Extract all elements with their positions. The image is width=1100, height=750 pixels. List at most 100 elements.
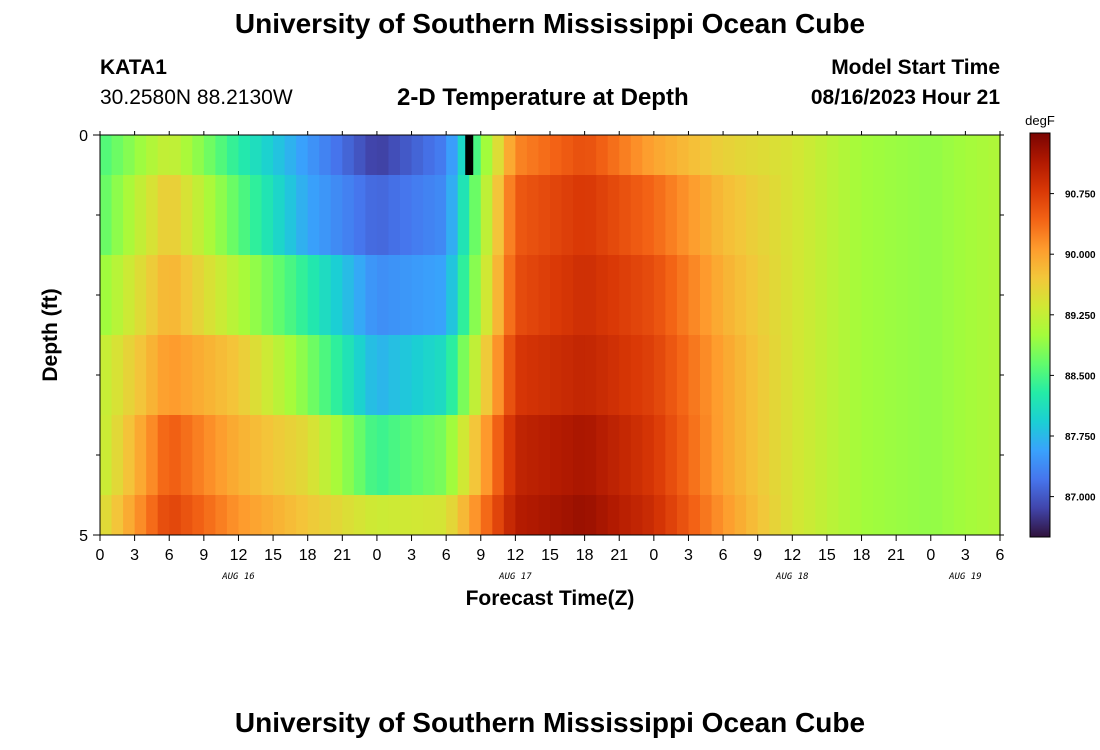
heatmap-cell (803, 175, 816, 256)
heatmap-cell (734, 495, 747, 536)
heatmap-cell (930, 135, 943, 176)
y-axis: 05 (79, 128, 1004, 545)
heatmap-cell (850, 415, 863, 496)
heatmap-cell (630, 495, 643, 536)
heatmap-cell (503, 415, 516, 496)
heatmap-cell (815, 135, 828, 176)
heatmap-cell (123, 335, 136, 416)
heatmap-cell (665, 495, 678, 536)
heatmap-cell (965, 255, 978, 336)
heatmap-cell (942, 255, 955, 336)
heatmap-cell (538, 255, 551, 336)
x-tick-label: 6 (719, 547, 728, 564)
heatmap-cell (342, 135, 355, 176)
heatmap-cell (226, 135, 240, 176)
heatmap-cell (596, 175, 609, 256)
heatmap-cell (873, 415, 886, 496)
heatmap-cell (769, 335, 782, 416)
heatmap-cell (100, 135, 113, 176)
heatmap-cell (538, 335, 551, 416)
heatmap-cell (653, 255, 666, 336)
heatmap-cell (815, 495, 828, 536)
heatmap-cell (411, 495, 424, 536)
heatmap-cell (607, 135, 620, 176)
heatmap-cell (850, 255, 863, 336)
station-coordinates: 30.2580N 88.2130W (100, 86, 293, 109)
heatmap-cell (769, 135, 782, 176)
heatmap-cell (769, 175, 782, 256)
heatmap-cell (792, 175, 805, 256)
heatmap-cell (307, 255, 320, 336)
heatmap-cell (619, 495, 632, 536)
heatmap-cell (515, 335, 528, 416)
heatmap-cell (180, 255, 193, 336)
heatmap-cell (700, 335, 713, 416)
heatmap-cell (988, 255, 1001, 336)
heatmap-cell (423, 415, 436, 496)
model-start-time: 08/16/2023 Hour 21 (810, 86, 1000, 109)
heatmap-cell (180, 135, 193, 176)
heatmap-cell (919, 255, 932, 336)
x-tick-label: 3 (130, 547, 139, 564)
heatmap-cell (365, 415, 378, 496)
heatmap-cell (157, 175, 170, 256)
heatmap-cell (642, 135, 655, 176)
y-tick-label: 5 (79, 528, 88, 545)
heatmap-cell (746, 495, 759, 536)
heatmap-cell (376, 255, 390, 336)
heatmap-cell (573, 175, 586, 256)
heatmap-cell (330, 415, 343, 496)
heatmap-cell (930, 495, 943, 536)
heatmap-cell (584, 415, 597, 496)
heatmap-cell (803, 495, 816, 536)
colorbar-tick-label: 89.250 (1065, 311, 1096, 322)
footer-title: University of Southern Mississippi Ocean… (234, 707, 866, 738)
y-tick-label: 0 (79, 128, 88, 145)
heatmap-cell (734, 255, 747, 336)
heatmap-cell (411, 175, 424, 256)
heatmap-cell (550, 255, 563, 336)
x-tick-label: 6 (996, 547, 1005, 564)
heatmap-cell (123, 495, 136, 536)
heatmap-cell (296, 335, 309, 416)
heatmap-cell (815, 335, 828, 416)
x-tick-label: 0 (649, 547, 658, 564)
heatmap-cell (100, 255, 113, 336)
heatmap-cell (123, 135, 136, 176)
heatmap-cell (642, 335, 655, 416)
heatmap-cell (192, 175, 205, 256)
heatmap-cell (400, 415, 413, 496)
heatmap-cell (134, 495, 147, 536)
heatmap-cell (884, 175, 897, 256)
heatmap-cell (596, 135, 609, 176)
heatmap-cell (561, 495, 574, 536)
heatmap-cell (342, 175, 355, 256)
heatmap-cell (907, 255, 920, 336)
heatmap-cell (365, 495, 378, 536)
heatmap-cell (342, 415, 355, 496)
heatmap-cell (330, 255, 343, 336)
heatmap-cell (665, 415, 678, 496)
heatmap-cell (884, 255, 897, 336)
x-tick-label: 15 (541, 547, 559, 564)
heatmap-cell (111, 495, 124, 536)
heatmap-cell (550, 335, 563, 416)
heatmap-cell (723, 415, 736, 496)
heatmap-cell (584, 335, 597, 416)
heatmap-cell (192, 135, 205, 176)
heatmap-cell (723, 495, 736, 536)
heatmap-cell (319, 135, 332, 176)
heatmap-cell (965, 415, 978, 496)
heatmap-cell (457, 255, 470, 336)
heatmap-cell (803, 335, 816, 416)
heatmap-cell (573, 255, 586, 336)
heatmap-cell (111, 415, 124, 496)
heatmap-cell (469, 495, 482, 536)
heatmap-cell (146, 255, 159, 336)
heatmap-cell (238, 175, 251, 256)
heatmap-cell (850, 135, 863, 176)
heatmap-cell (400, 175, 413, 256)
heatmap-cell (792, 335, 805, 416)
heatmap-cell (273, 175, 286, 256)
heatmap-cell (400, 255, 413, 336)
